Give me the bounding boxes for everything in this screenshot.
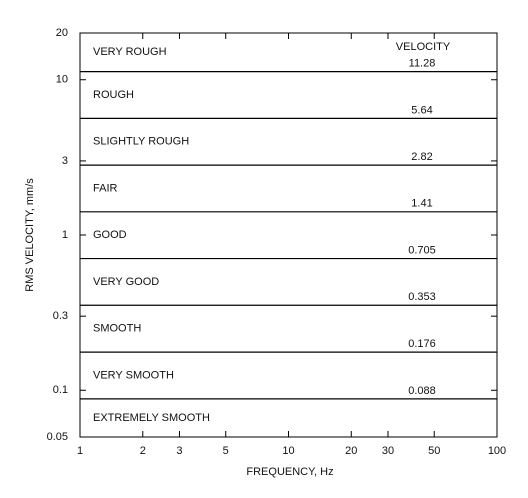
boundary-label: 0.088	[408, 385, 436, 397]
x-tick-label: 100	[488, 445, 506, 457]
x-tick-label: 2	[140, 445, 146, 457]
zone-label: EXTREMELY SMOOTH	[93, 412, 210, 424]
y-tick-label: 20	[56, 27, 68, 39]
y-tick-label: 0.1	[53, 384, 68, 396]
x-tick-label: 10	[282, 445, 294, 457]
annotation: VELOCITY	[396, 41, 451, 53]
x-tick-label: 50	[428, 445, 440, 457]
zone-label: SMOOTH	[93, 323, 141, 335]
x-tick-label: 5	[223, 445, 229, 457]
boundary-label: 11.28	[409, 58, 436, 70]
boundary-label: 0.353	[408, 291, 436, 303]
zone-label: SLIGHTLY ROUGH	[93, 136, 189, 148]
boundary-label: 0.705	[408, 244, 436, 256]
y-axis-label: RMS VELOCITY, mm/s	[24, 178, 36, 292]
x-axis-label: FREQUENCY, Hz	[246, 466, 333, 478]
y-tick-label: 0.3	[53, 310, 68, 322]
x-tick-label: 3	[176, 445, 182, 457]
boundary-label: 1.41	[411, 198, 432, 210]
boundary-label: 2.82	[411, 151, 432, 163]
y-tick-label: 10	[56, 74, 68, 86]
boundary-label: 5.64	[411, 104, 432, 116]
boundary-label: 0.176	[408, 338, 436, 350]
x-tick-label: 20	[345, 445, 357, 457]
y-tick-label: 0.05	[47, 431, 68, 443]
x-tick-label: 30	[382, 445, 394, 457]
zone-label: ROUGH	[93, 89, 134, 101]
y-tick-label: 3	[62, 155, 68, 167]
x-tick-label: 1	[77, 445, 83, 457]
zone-label: VERY SMOOTH	[93, 369, 174, 381]
zone-label: VERY GOOD	[93, 276, 159, 288]
zone-label: FAIR	[93, 182, 118, 194]
y-tick-label: 1	[62, 229, 68, 241]
zone-label: GOOD	[93, 229, 127, 241]
zone-label: VERY ROUGH	[93, 46, 167, 58]
